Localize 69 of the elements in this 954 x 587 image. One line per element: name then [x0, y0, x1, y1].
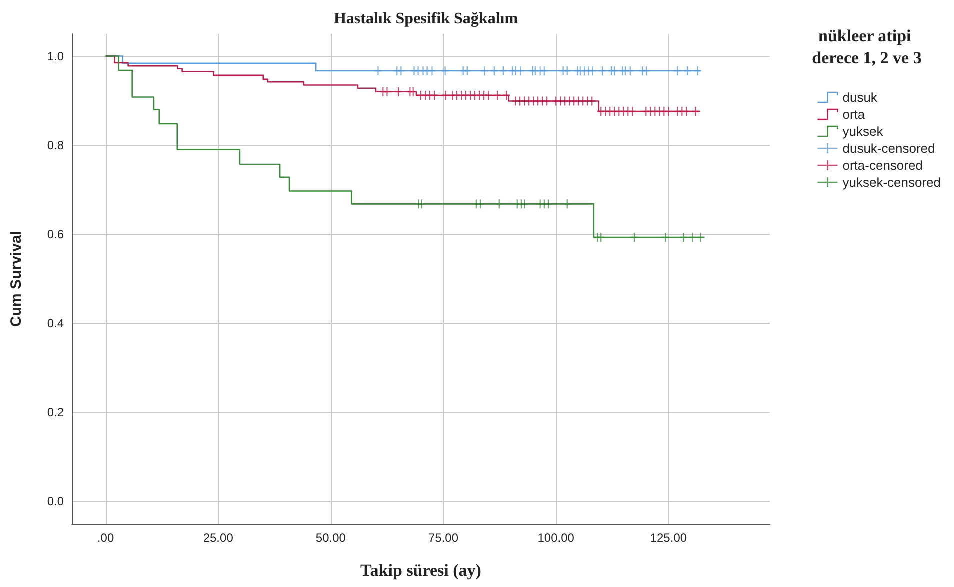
- point: [626, 66, 634, 76]
- point: [664, 106, 673, 117]
- point: [688, 232, 697, 243]
- point: [621, 66, 630, 76]
- point: [430, 90, 439, 101]
- x-axis-title: Takip süresi (ay): [360, 561, 482, 580]
- point: [588, 66, 597, 76]
- point: [542, 96, 552, 106]
- point: [442, 90, 450, 101]
- point: [520, 199, 529, 210]
- point: [563, 66, 572, 76]
- x-tick-label: 75.00: [428, 531, 459, 545]
- point: [476, 199, 485, 210]
- point: [374, 66, 382, 76]
- point: [661, 232, 670, 243]
- point: [383, 86, 392, 98]
- legend-label: dusuk-censored: [842, 141, 936, 156]
- point: [588, 96, 596, 106]
- y-tick-label: 0.0: [47, 494, 64, 509]
- point: [441, 66, 450, 76]
- point: [628, 106, 637, 117]
- y-tick-label: 0.8: [47, 138, 64, 152]
- point: [674, 66, 682, 76]
- point: [480, 66, 489, 76]
- point: [409, 86, 418, 98]
- point: [630, 232, 639, 243]
- y-tick-label: 1.0: [47, 49, 64, 64]
- point: [683, 66, 692, 76]
- point: [610, 66, 619, 76]
- point: [682, 106, 691, 117]
- point: [511, 66, 520, 76]
- point: [679, 232, 688, 243]
- legend-label: yuksek: [842, 124, 884, 139]
- point: [490, 66, 499, 76]
- point: [597, 232, 606, 243]
- point: [423, 66, 432, 76]
- point: [428, 66, 436, 76]
- point: [463, 66, 472, 76]
- y-tick-label: 0.2: [47, 406, 64, 420]
- y-tick-label: 0.4: [47, 316, 64, 331]
- point: [544, 199, 553, 210]
- legend-label: dusuk: [842, 90, 878, 105]
- legend-label: yuksek-censored: [842, 175, 942, 190]
- x-tick-label: 50.00: [316, 531, 346, 545]
- point: [598, 66, 607, 76]
- x-tick-label: 25.00: [203, 531, 234, 545]
- y-tick-label: 0.6: [47, 227, 64, 242]
- point: [493, 90, 502, 101]
- point: [414, 66, 422, 76]
- point: [418, 199, 426, 210]
- point: [531, 66, 540, 76]
- y-axis-title: Cum Survival: [8, 231, 25, 327]
- x-tick-label: 100.00: [538, 531, 575, 545]
- chart-title: Hastalık Spesifik Sağkalım: [334, 10, 519, 28]
- point: [563, 199, 572, 210]
- legend-title: nükleer atipi derece 1, 2 ve 3: [812, 26, 922, 68]
- legend-label: orta-censored: [842, 158, 923, 173]
- point: [642, 66, 651, 76]
- point: [495, 199, 504, 210]
- point: [394, 86, 403, 98]
- point: [540, 66, 548, 76]
- point: [502, 90, 511, 101]
- point: [397, 66, 406, 76]
- legend-label: orta: [842, 107, 866, 122]
- point: [499, 66, 508, 76]
- point: [516, 66, 525, 76]
- point: [484, 90, 493, 101]
- x-tick-label: .00: [97, 531, 114, 545]
- x-tick-label: 125.00: [650, 531, 688, 545]
